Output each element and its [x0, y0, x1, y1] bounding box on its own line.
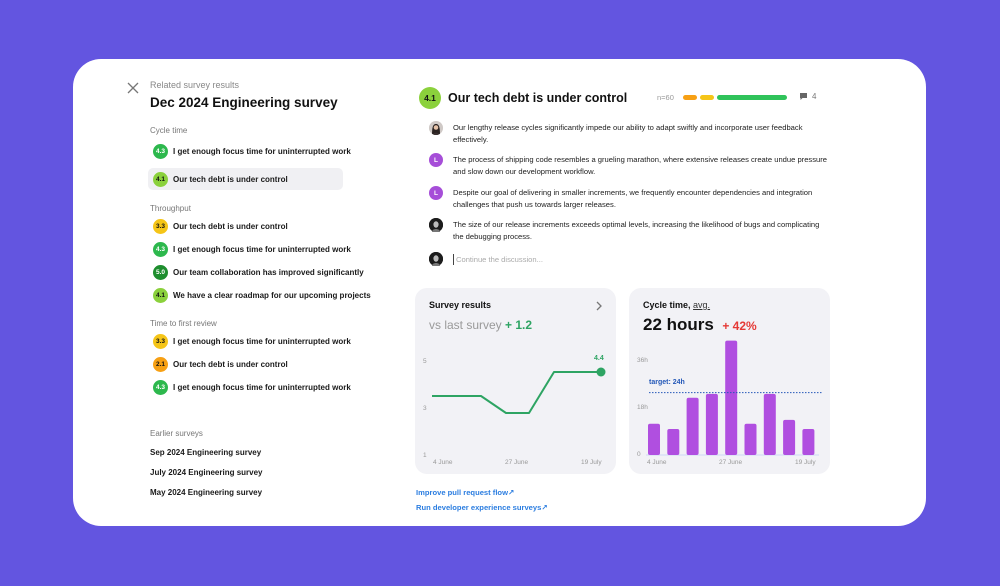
y-tick: 3: [423, 405, 427, 412]
user-photo-icon: [429, 121, 443, 135]
survey-line-chart: [432, 367, 606, 414]
avg-toggle[interactable]: avg.: [693, 300, 711, 310]
close-button[interactable]: [127, 81, 139, 94]
earlier-surveys-label: Earlier surveys: [150, 429, 203, 438]
sidebar-question-item[interactable]: 4.1 Our tech debt is under control: [148, 168, 343, 190]
distribution-bar-high: [717, 95, 787, 100]
score-badge: 3.3: [153, 333, 168, 349]
x-tick: 27 June: [505, 459, 529, 466]
question-header: 4.1 Our tech debt is under control n=60 …: [419, 87, 829, 109]
comment-count-value: 4: [812, 92, 817, 101]
distribution-bar-low: [683, 95, 697, 100]
run-dx-surveys-link[interactable]: Run developer experience surveys↗: [416, 503, 548, 512]
response-count: n=60: [657, 93, 674, 102]
question-label: Our tech debt is under control: [173, 221, 288, 231]
cycle-value-row: 22 hours + 42%: [643, 315, 757, 335]
question-label: Our team collaboration has improved sign…: [173, 267, 364, 277]
avatar: [429, 218, 443, 232]
score-badge: 4.3: [153, 379, 168, 395]
avatar: [429, 121, 443, 135]
chevron-right-icon[interactable]: [595, 301, 603, 311]
sidebar-question-item[interactable]: 5.0 Our team collaboration has improved s…: [148, 261, 364, 283]
question-title: Our tech debt is under control: [448, 91, 628, 105]
sidebar-question-item[interactable]: 4.3 I get enough focus time for uninterru…: [148, 376, 351, 398]
score-badge: 4.1: [153, 287, 168, 303]
survey-results-panel[interactable]: Survey results vs last survey + 1.2 5 3 …: [415, 288, 616, 474]
sidebar-question-item[interactable]: 4.1 We have a clear roadmap for our upcom…: [148, 284, 371, 306]
cycle-value: 22 hours: [643, 315, 714, 334]
reply-row: [429, 252, 829, 266]
sidebar-question-item[interactable]: 2.1 Our tech debt is under control: [148, 353, 343, 375]
comparison-label: vs last survey: [429, 318, 502, 332]
earlier-survey-link[interactable]: July 2024 Engineering survey: [150, 468, 263, 477]
question-label: I get enough focus time for uninterrupte…: [173, 244, 351, 254]
user-photo-icon: [429, 252, 443, 266]
comment: L Despite our goal of delivering in smal…: [429, 186, 829, 210]
x-tick: 4 June: [433, 459, 453, 466]
cycle-title: Cycle time,: [643, 300, 691, 310]
comment-icon: [800, 93, 807, 100]
survey-title: Dec 2024 Engineering survey: [150, 95, 338, 110]
score-badge: 4.3: [153, 241, 168, 257]
avatar: L: [429, 153, 443, 167]
survey-delta-row: vs last survey + 1.2: [429, 318, 532, 332]
reply-input[interactable]: [453, 253, 813, 265]
cycle-delta: + 42%: [722, 319, 757, 333]
group-label: Time to first review: [150, 319, 217, 328]
earlier-survey-link[interactable]: Sep 2024 Engineering survey: [150, 448, 262, 457]
sidebar-question-item[interactable]: 4.3 I get enough focus time for uninterru…: [148, 238, 351, 260]
question-label: I get enough focus time for uninterrupte…: [173, 146, 351, 156]
comment-text: Despite our goal of delivering in smalle…: [453, 188, 813, 209]
score-badge: 4.1: [153, 171, 168, 187]
comment-text: Our lengthy release cycles significantly…: [453, 123, 803, 144]
x-tick: 19 July: [795, 459, 816, 466]
current-user-avatar: [429, 252, 443, 266]
x-tick: 19 July: [581, 459, 602, 466]
comment: The size of our release increments excee…: [429, 218, 829, 242]
comment: L The process of shipping code resembles…: [429, 153, 829, 177]
y-tick: 0: [637, 451, 641, 458]
score-badge: 3.3: [153, 218, 168, 234]
user-photo-icon: [429, 218, 443, 232]
question-label: We have a clear roadmap for our upcoming…: [173, 290, 371, 300]
comment-text: The size of our release increments excee…: [453, 220, 820, 241]
comment-text: The process of shipping code resembles a…: [453, 155, 827, 176]
y-tick: 18h: [637, 404, 648, 411]
group-label: Cycle time: [150, 126, 188, 135]
sidebar-header: Related survey results Dec 2024 Engineer…: [150, 80, 350, 110]
survey-delta: + 1.2: [505, 318, 533, 332]
target-label: target: 24h: [649, 379, 685, 386]
sidebar-question-item[interactable]: 4.3 I get enough focus time for uninterru…: [148, 140, 351, 162]
avatar: L: [429, 186, 443, 200]
question-label: Our tech debt is under control: [173, 359, 288, 369]
related-label: Related survey results: [150, 80, 240, 90]
cycle-bar-chart: [646, 340, 822, 456]
sidebar-question-item[interactable]: 3.3 Our tech debt is under control: [148, 215, 343, 237]
sidebar-question-item[interactable]: 3.3 I get enough focus time for uninterru…: [148, 330, 351, 352]
comment-count[interactable]: 4: [799, 92, 816, 101]
x-tick: 4 June: [647, 459, 667, 466]
group-label: Throughput: [150, 204, 191, 213]
score-badge: 4.1: [419, 87, 441, 109]
last-value-label: 4.4: [594, 355, 604, 362]
y-tick: 1: [423, 452, 427, 459]
score-badge: 5.0: [153, 264, 168, 280]
earlier-survey-link[interactable]: May 2024 Engineering survey: [150, 488, 263, 497]
question-label: I get enough focus time for uninterrupte…: [173, 336, 351, 346]
y-tick: 5: [423, 358, 427, 365]
score-badge: 2.1: [153, 356, 168, 372]
cycle-time-panel[interactable]: Cycle time, avg. 22 hours + 42% 36h 18h …: [629, 288, 830, 474]
close-icon: [127, 82, 139, 94]
question-label: I get enough focus time for uninterrupte…: [173, 382, 351, 392]
distribution-bar-mid: [700, 95, 714, 100]
y-tick: 36h: [637, 357, 648, 364]
improve-pr-flow-link[interactable]: Improve pull request flow↗: [416, 488, 515, 497]
comment: Our lengthy release cycles significantly…: [429, 121, 829, 145]
score-badge: 4.3: [153, 143, 168, 159]
panel-title: Cycle time, avg.: [643, 300, 710, 310]
x-tick: 27 June: [719, 459, 743, 466]
panel-title: Survey results: [429, 300, 492, 310]
question-label: Our tech debt is under control: [173, 174, 288, 184]
